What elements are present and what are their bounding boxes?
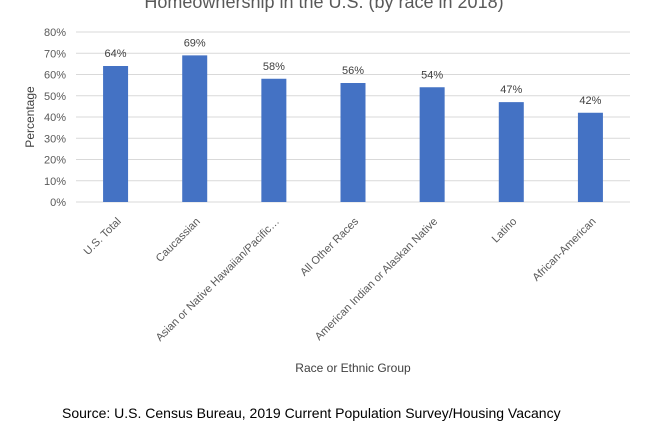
data-labels: 64% 69% 58% 56% 54% 47% 42% [105,37,602,106]
x-axis-label: Race or Ethnic Group [295,361,411,375]
x-tick-label: Asian or Native Hawaiian/Pacific… [154,216,282,344]
x-tick-label: American Indian or Alaskan Native [313,216,440,343]
bar [419,87,445,202]
y-tick-label: 60% [44,70,66,82]
chart-title: Homeownership in the U.S. (by race in 20… [144,0,503,12]
y-tick-label: 20% [44,155,66,167]
bar [103,66,129,202]
data-label: 47% [500,84,522,96]
bar [261,78,287,202]
x-tick-label: Latino [490,216,520,246]
x-tick-label: U.S. Total [82,216,124,258]
data-label: 58% [263,61,285,73]
y-tick-label: 70% [44,48,66,60]
data-label: 42% [579,95,601,107]
bar [182,55,208,202]
y-tick-label: 0% [50,197,66,209]
x-tick-label: African-American [530,216,598,284]
bar [340,83,366,202]
bar [577,112,603,202]
y-tick-label: 10% [44,176,66,188]
data-label: 56% [342,65,364,77]
data-label: 69% [184,37,206,49]
data-label: 64% [105,48,127,60]
y-axis-ticks: 0% 10% 20% 30% 40% 50% 60% 70% 80% [44,27,66,209]
y-tick-label: 80% [44,27,66,39]
x-tick-label: Caucassian [154,216,203,265]
bars [103,55,603,202]
source-note: Source: U.S. Census Bureau, 2019 Current… [62,405,561,421]
x-tick-label: All Other Races [298,215,361,278]
data-label: 54% [421,69,443,81]
y-tick-label: 40% [44,112,66,124]
y-tick-label: 50% [44,91,66,103]
y-tick-label: 30% [44,133,66,145]
y-axis-label: Percentage [23,86,37,148]
bar [498,102,524,202]
